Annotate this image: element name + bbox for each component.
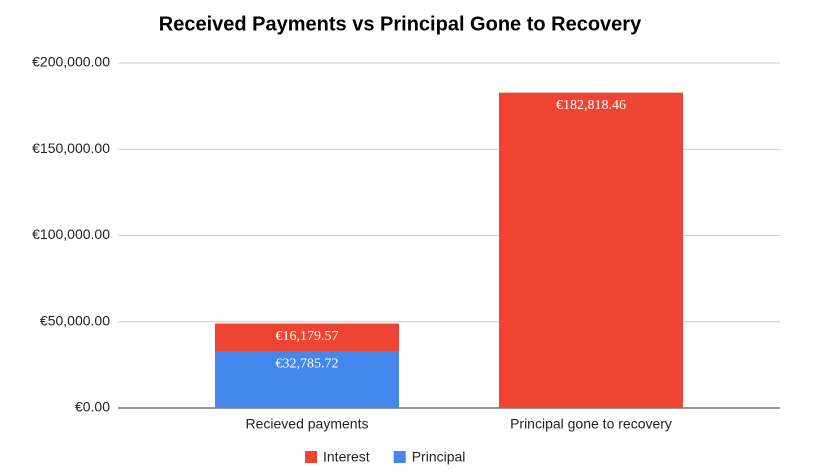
y-tick-label: €100,000.00: [32, 226, 110, 242]
y-tick-label: €0.00: [75, 399, 110, 415]
x-tick-label: Principal gone to recovery: [510, 416, 672, 432]
bar-segment: [499, 92, 683, 408]
data-label: €182,818.46: [556, 98, 626, 113]
bar-segment: [215, 351, 399, 408]
y-tick-label: €50,000.00: [40, 312, 110, 328]
chart-title: Received Payments vs Principal Gone to R…: [159, 13, 642, 35]
legend-label: Interest: [323, 449, 370, 465]
y-tick-label: €200,000.00: [32, 54, 110, 70]
y-tick-label: €150,000.00: [32, 140, 110, 156]
data-label: €16,179.57: [276, 329, 339, 344]
legend-swatch: [393, 451, 406, 463]
data-label: €32,785.72: [276, 357, 339, 372]
legend-label: Principal: [412, 449, 466, 465]
bar-segment: [215, 323, 399, 352]
x-tick-label: Recieved payments: [246, 416, 369, 432]
legend-swatch: [305, 451, 317, 463]
